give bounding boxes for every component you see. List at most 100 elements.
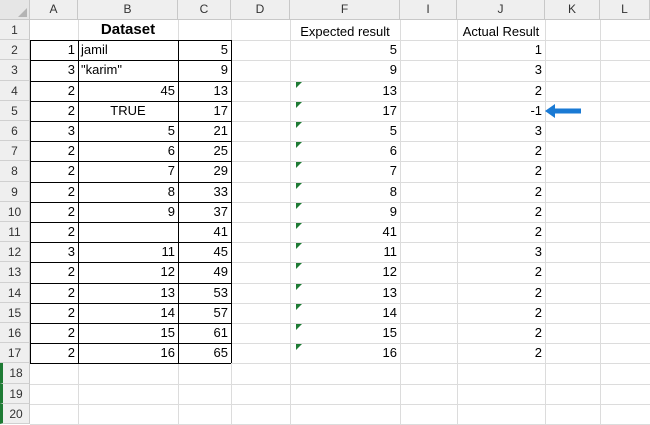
dataset-cell-a[interactable]: 2 (67, 284, 75, 300)
expected-result-cell[interactable]: 16 (382, 345, 397, 361)
dataset-cell-c[interactable]: 61 (213, 325, 228, 340)
dataset-cell-c[interactable]: 21 (213, 123, 228, 138)
row-header-17[interactable]: 17 (0, 343, 30, 364)
select-all-corner[interactable] (0, 0, 30, 20)
dataset-cell-c[interactable]: 29 (213, 163, 228, 179)
dataset-cell-c[interactable]: 37 (213, 203, 228, 219)
row-header-20[interactable]: 20 (0, 403, 30, 424)
dataset-cell-a[interactable]: 2 (67, 325, 75, 340)
dataset-cell-a[interactable]: 2 (67, 345, 75, 361)
dataset-cell-a[interactable]: 3 (67, 123, 75, 138)
actual-result-cell[interactable]: 2 (534, 304, 542, 320)
column-header-c[interactable]: C (178, 0, 231, 20)
expected-result-cell[interactable]: 9 (389, 62, 397, 78)
actual-result-cell[interactable]: -1 (530, 102, 542, 118)
dataset-cell-b[interactable]: 45 (160, 82, 175, 98)
dataset-cell-a[interactable]: 2 (67, 163, 75, 179)
column-header-i[interactable]: I (400, 0, 457, 20)
dataset-cell-b[interactable]: jamil (81, 42, 108, 58)
row-header-15[interactable]: 15 (0, 302, 30, 323)
dataset-cell-a[interactable]: 2 (67, 304, 75, 320)
column-header-f[interactable]: F (290, 0, 400, 20)
dataset-cell-b[interactable]: 6 (167, 143, 175, 159)
row-header-3[interactable]: 3 (0, 60, 30, 81)
dataset-cell-b[interactable]: 14 (160, 304, 175, 320)
dataset-cell-a[interactable]: 2 (67, 102, 75, 118)
expected-result-cell[interactable]: 13 (382, 82, 397, 98)
dataset-cell-b[interactable]: 12 (160, 264, 175, 280)
expected-result-cell[interactable]: 11 (383, 244, 398, 260)
actual-result-cell[interactable]: 2 (534, 345, 542, 361)
row-header-6[interactable]: 6 (0, 121, 30, 142)
actual-result-cell[interactable]: 2 (534, 143, 542, 159)
column-header-a[interactable]: A (30, 0, 78, 20)
expected-result-cell[interactable]: 17 (382, 102, 397, 118)
row-header-11[interactable]: 11 (0, 222, 30, 243)
column-header-d[interactable]: D (231, 0, 290, 20)
dataset-cell-b[interactable]: 15 (160, 325, 175, 340)
dataset-cell-c[interactable]: 45 (213, 244, 228, 260)
actual-result-cell[interactable]: 2 (534, 163, 542, 179)
actual-result-cell[interactable]: 1 (534, 42, 542, 58)
actual-result-cell[interactable]: 2 (534, 264, 542, 280)
column-header-b[interactable]: B (78, 0, 178, 20)
dataset-cell-b[interactable]: 8 (167, 183, 175, 199)
dataset-cell-a[interactable]: 3 (67, 62, 75, 78)
column-header-j[interactable]: J (457, 0, 545, 20)
expected-result-cell[interactable]: 5 (389, 123, 397, 138)
row-header-8[interactable]: 8 (0, 161, 30, 182)
dataset-cell-b[interactable] (78, 222, 178, 242)
dataset-cell-c[interactable]: 41 (213, 224, 228, 239)
row-header-4[interactable]: 4 (0, 80, 30, 101)
expected-result-cell[interactable]: 8 (389, 183, 397, 199)
dataset-cell-b[interactable]: TRUE (110, 102, 146, 118)
column-header-k[interactable]: K (545, 0, 600, 20)
actual-result-cell[interactable]: 2 (534, 224, 542, 239)
actual-result-cell[interactable]: 2 (534, 325, 542, 340)
row-header-9[interactable]: 9 (0, 181, 30, 202)
expected-result-cell[interactable]: 12 (382, 264, 397, 280)
actual-result-cell[interactable]: 3 (534, 244, 542, 260)
dataset-cell-c[interactable]: 53 (213, 284, 228, 300)
dataset-cell-a[interactable]: 2 (67, 82, 75, 98)
row-header-13[interactable]: 13 (0, 262, 30, 283)
expected-result-cell[interactable]: 6 (389, 143, 397, 159)
dataset-cell-b[interactable]: "karim" (81, 62, 123, 78)
dataset-cell-c[interactable]: 9 (220, 62, 228, 78)
dataset-cell-a[interactable]: 2 (67, 224, 75, 239)
dataset-cell-c[interactable]: 17 (213, 102, 228, 118)
row-header-5[interactable]: 5 (0, 100, 30, 121)
actual-result-cell[interactable]: 3 (534, 123, 542, 138)
actual-result-cell[interactable]: 2 (534, 284, 542, 300)
dataset-cell-b[interactable]: 11 (161, 244, 176, 260)
dataset-cell-c[interactable]: 49 (213, 264, 228, 280)
dataset-cell-a[interactable]: 2 (67, 203, 75, 219)
row-header-12[interactable]: 12 (0, 242, 30, 263)
dataset-cell-c[interactable]: 25 (213, 143, 228, 159)
row-header-18[interactable]: 18 (0, 363, 30, 384)
expected-result-cell[interactable]: 5 (389, 42, 397, 58)
row-header-16[interactable]: 16 (0, 323, 30, 344)
row-header-1[interactable]: 1 (0, 20, 30, 41)
dataset-cell-b[interactable]: 5 (167, 123, 175, 138)
expected-result-cell[interactable]: 41 (382, 224, 397, 239)
dataset-cell-a[interactable]: 2 (67, 143, 75, 159)
dataset-cell-c[interactable]: 65 (213, 345, 228, 361)
expected-result-cell[interactable]: 7 (389, 163, 397, 179)
dataset-cell-b[interactable]: 9 (167, 203, 175, 219)
expected-result-cell[interactable]: 13 (382, 284, 397, 300)
dataset-cell-b[interactable]: 7 (167, 163, 175, 179)
actual-result-cell[interactable]: 2 (534, 82, 542, 98)
dataset-cell-c[interactable]: 57 (213, 304, 228, 320)
dataset-cell-a[interactable]: 2 (67, 264, 75, 280)
dataset-cell-c[interactable]: 5 (220, 42, 228, 58)
row-header-10[interactable]: 10 (0, 201, 30, 222)
dataset-cell-c[interactable]: 13 (213, 82, 228, 98)
dataset-cell-b[interactable]: 13 (160, 284, 175, 300)
actual-result-cell[interactable]: 3 (534, 62, 542, 78)
actual-result-cell[interactable]: 2 (534, 183, 542, 199)
dataset-cell-a[interactable]: 1 (67, 42, 75, 58)
actual-result-cell[interactable]: 2 (534, 203, 542, 219)
dataset-cell-c[interactable]: 33 (213, 183, 228, 199)
column-header-l[interactable]: L (600, 0, 650, 20)
